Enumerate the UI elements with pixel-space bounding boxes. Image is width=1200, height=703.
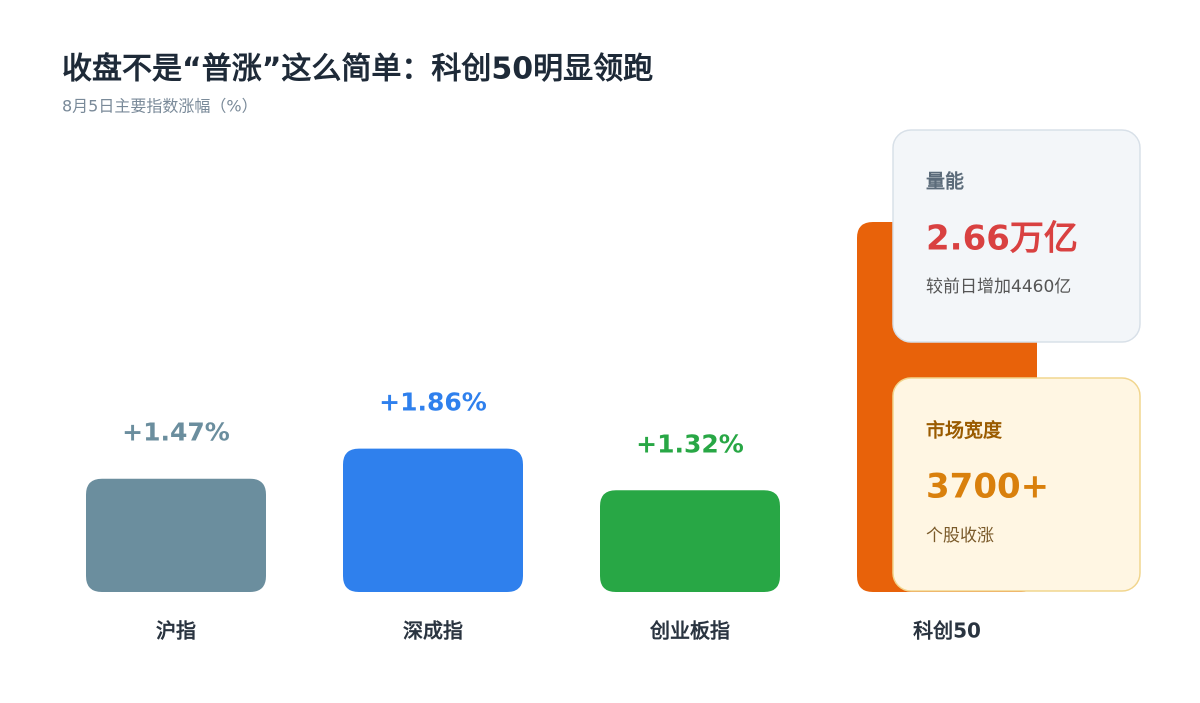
value-label: +1.32% <box>636 429 744 458</box>
x-tick-label: 沪指 <box>156 619 196 643</box>
card-value: 2.66万亿 <box>926 219 1078 259</box>
card-bg <box>892 129 1141 343</box>
card-volume: 量能 2.66万亿 较前日增加4460亿 <box>892 129 1141 343</box>
card-title: 量能 <box>926 170 964 193</box>
card-value: 3700+ <box>926 467 1049 507</box>
chart-subtitle: 8月5日主要指数涨幅（%） <box>62 97 258 116</box>
bar <box>86 478 266 592</box>
card-bg <box>892 377 1141 592</box>
card-note: 个股收涨 <box>926 526 994 546</box>
card-title: 市场宽度 <box>926 419 1003 442</box>
x-tick-label: 深成指 <box>403 619 463 643</box>
x-tick-label: 科创50 <box>913 619 981 643</box>
value-label: +1.86% <box>379 388 487 417</box>
value-label: +1.47% <box>122 418 230 447</box>
chart-title: 收盘不是“普涨”这么简单：科创50明显领跑 <box>62 52 653 87</box>
x-tick-label: 创业板指 <box>649 619 730 643</box>
bar <box>343 448 523 592</box>
bar <box>600 490 780 592</box>
card-note: 较前日增加4460亿 <box>926 277 1071 297</box>
card-breadth: 市场宽度 3700+ 个股收涨 <box>892 377 1141 592</box>
